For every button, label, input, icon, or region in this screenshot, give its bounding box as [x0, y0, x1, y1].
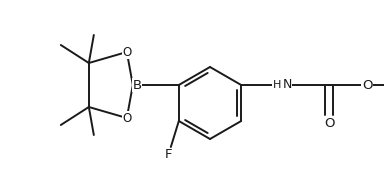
Text: H: H	[273, 80, 281, 90]
Text: N: N	[283, 78, 292, 91]
Text: O: O	[362, 78, 372, 91]
Text: F: F	[165, 148, 172, 161]
Text: B: B	[132, 78, 141, 91]
Text: O: O	[122, 111, 131, 125]
Text: O: O	[122, 46, 131, 58]
Text: O: O	[324, 116, 334, 129]
